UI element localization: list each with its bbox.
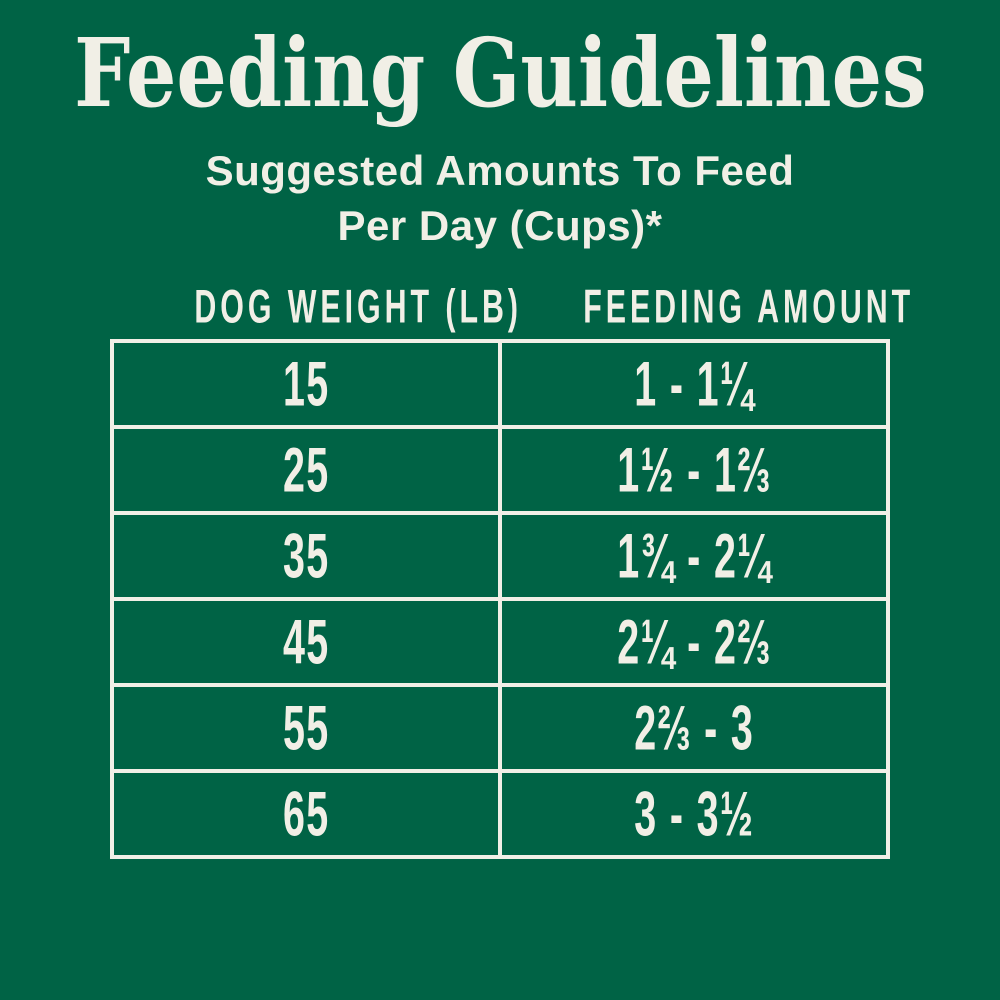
weight-cell: 45 xyxy=(110,597,502,688)
weight-cell: 15 xyxy=(110,339,502,430)
column-header-dog-weight-text: DOG WEIGHT (LB) xyxy=(194,279,522,333)
amount-cell: 2⅔ - 3 xyxy=(498,683,890,774)
amount-cell: 3 - 3½ xyxy=(498,769,890,860)
table-row: 15 1 - 1¼ xyxy=(110,339,890,430)
table-row: 35 1¾ - 2¼ xyxy=(110,511,890,602)
weight-cell: 35 xyxy=(110,511,502,602)
subtitle-line-2: Per Day (Cups)* xyxy=(337,201,663,249)
weight-cell: 65 xyxy=(110,769,502,860)
amount-cell: 1½ - 1⅔ xyxy=(498,425,890,516)
table-row: 45 2¼ - 2⅔ xyxy=(110,597,890,688)
feeding-table: 15 1 - 1¼ 25 1½ - 1⅔ 35 1¾ - 2¼ 45 2¼ - … xyxy=(110,339,890,860)
table-row: 65 3 - 3½ xyxy=(110,769,890,860)
page-title: Feeding Guidelines xyxy=(0,0,1000,120)
amount-cell: 1 - 1¼ xyxy=(498,339,890,430)
column-header-feeding-amount: FEEDING AMOUNT xyxy=(498,283,910,330)
amount-cell: 2¼ - 2⅔ xyxy=(498,597,890,688)
column-header-dog-weight: DOG WEIGHT (LB) xyxy=(110,283,518,330)
page-title-text: Feeding Guidelines xyxy=(73,17,927,129)
weight-cell: 55 xyxy=(110,683,502,774)
table-column-headers: DOG WEIGHT (LB) FEEDING AMOUNT xyxy=(110,283,910,330)
subtitle-line-1: Suggested Amounts To Feed xyxy=(205,147,795,194)
column-header-feeding-amount-text: FEEDING AMOUNT xyxy=(583,279,915,333)
amount-cell: 1¾ - 2¼ xyxy=(498,511,890,602)
subtitle: Suggested Amounts To Feed Per Day (Cups)… xyxy=(0,144,1000,253)
table-row: 55 2⅔ - 3 xyxy=(110,683,890,774)
weight-cell: 25 xyxy=(110,425,502,516)
table-row: 25 1½ - 1⅔ xyxy=(110,425,890,516)
